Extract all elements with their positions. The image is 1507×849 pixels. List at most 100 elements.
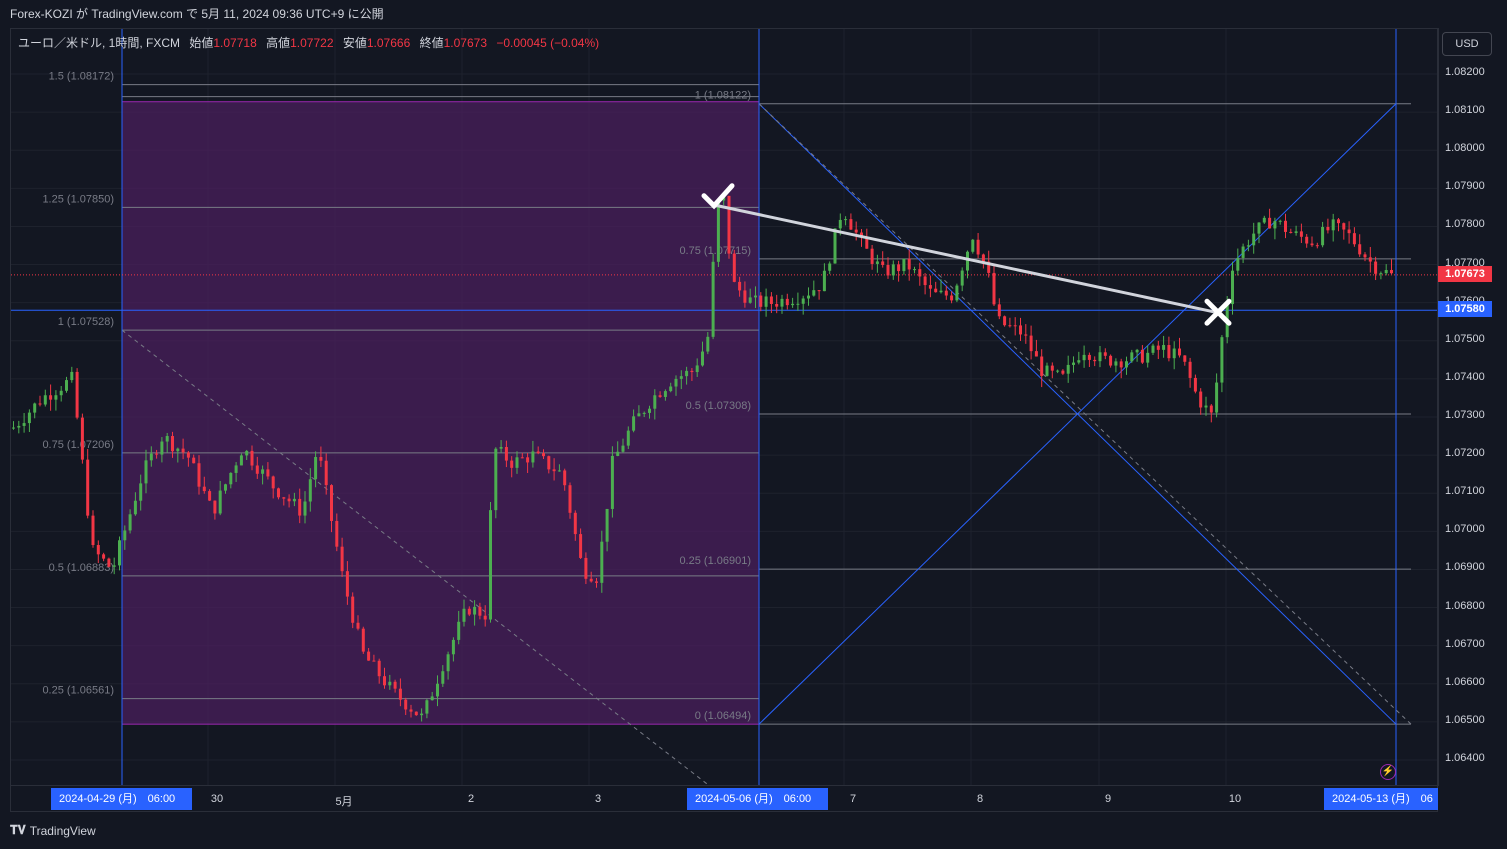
candle-body	[160, 441, 164, 455]
candle-body	[430, 696, 434, 701]
price-chart[interactable]: 1.5 (1.08172) 1.25 (1.07850) 1 (1.07528) 0.…	[11, 29, 1438, 786]
candle-body	[875, 261, 879, 264]
candle-body	[944, 290, 948, 296]
candle-body	[1384, 270, 1388, 274]
candle-body	[679, 376, 683, 379]
candle-body	[934, 288, 938, 293]
candle-body	[642, 412, 646, 414]
candle-body	[807, 295, 810, 299]
cross-icon	[1204, 298, 1232, 326]
candle-body	[1040, 356, 1044, 376]
candle-body	[287, 498, 291, 502]
candle-body	[425, 700, 429, 714]
fib-fan-line	[758, 103, 1397, 725]
candle-body	[1326, 226, 1330, 231]
price-tick: 1.06900	[1445, 561, 1485, 574]
candle-body	[1199, 391, 1203, 408]
price-tick: 1.07800	[1445, 218, 1485, 231]
candle-body	[266, 469, 270, 477]
candle-body	[854, 229, 858, 233]
candle-body	[118, 540, 121, 566]
candle-body	[489, 510, 492, 620]
fib-level-label: 0.5 (1.07308)	[686, 400, 751, 412]
close-value: 1.07673	[443, 36, 488, 50]
trend-arrow-line	[712, 203, 1217, 314]
candle-body	[902, 258, 906, 272]
candle-body	[298, 498, 302, 516]
candle-body	[351, 596, 355, 623]
candle-body	[133, 500, 137, 515]
candle-body	[483, 615, 487, 620]
candle-body	[1056, 370, 1060, 372]
candle-body	[229, 472, 233, 485]
candle-body	[785, 298, 789, 306]
candle-body	[1310, 243, 1314, 246]
crosshair-price-label: 1.07580	[1438, 301, 1492, 318]
candle-body	[844, 219, 848, 221]
fib-level-label: 1.5 (1.08172)	[49, 71, 114, 83]
candle-body	[367, 651, 371, 661]
candle-body	[881, 261, 885, 265]
chart-pane[interactable]: 1.5 (1.08172) 1.25 (1.07850) 1 (1.07528) 0.…	[10, 28, 1438, 786]
symbol-legend: ユーロ／米ドル, 1時間, FXCM 始値1.07718 高値1.07722 安…	[18, 34, 599, 51]
candle-body	[165, 436, 169, 442]
candle-body	[54, 395, 58, 400]
candle-body	[414, 711, 418, 716]
candle-body	[1119, 361, 1123, 368]
candle-body	[557, 470, 561, 472]
candle-body	[632, 416, 636, 431]
candle-body	[144, 460, 148, 484]
candle-body	[589, 578, 593, 582]
price-tick: 1.07300	[1445, 409, 1485, 421]
candle-body	[70, 371, 74, 381]
candle-body	[340, 546, 344, 572]
candle-body	[176, 448, 180, 452]
candle-body	[139, 483, 143, 501]
time-tick: 30	[210, 793, 224, 805]
candle-body	[886, 264, 890, 276]
candle-body	[234, 465, 238, 473]
candle-body	[1135, 349, 1139, 353]
candle-body	[711, 261, 715, 337]
candle-body	[324, 460, 328, 486]
price-tick: 1.07900	[1445, 180, 1485, 193]
candle-body	[1204, 405, 1208, 408]
candle-body	[833, 228, 837, 264]
price-axis[interactable]	[1438, 28, 1507, 786]
brand-name: TradingView	[29, 823, 96, 838]
fib-level-label: 0.25 (1.06561)	[42, 685, 114, 697]
candle-body	[923, 276, 927, 286]
candle-body	[828, 263, 832, 271]
candle-body	[1082, 354, 1086, 361]
candle-body	[1294, 231, 1298, 233]
fib-level-label: 0 (1.06494)	[695, 710, 751, 722]
lightning-icon[interactable]: ⚡	[1380, 764, 1396, 780]
candle-body	[685, 370, 689, 377]
candle-body	[748, 297, 752, 303]
candle-body	[27, 412, 31, 424]
fib-trend-line	[758, 103, 1412, 725]
candle-body	[1273, 221, 1277, 229]
price-tick: 1.07500	[1445, 332, 1485, 345]
candle-body	[239, 455, 243, 466]
candle-body	[1151, 345, 1155, 353]
candle-body	[573, 512, 577, 535]
candle-body	[96, 545, 100, 555]
candle-body	[526, 457, 530, 463]
candle-body	[261, 469, 265, 474]
open-label: 始値	[189, 36, 214, 50]
currency-button[interactable]: USD	[1442, 32, 1492, 56]
time-tick: 3	[594, 793, 602, 805]
candle-body	[897, 264, 901, 272]
candle-body	[80, 417, 84, 460]
candle-body	[197, 463, 201, 487]
candle-body	[1368, 257, 1372, 262]
candle-body	[112, 565, 116, 567]
candle-body	[186, 452, 190, 458]
tradingview-logo: 𝐓𝐕 TradingView	[10, 823, 96, 838]
candle-body	[648, 408, 651, 413]
candle-body	[393, 681, 397, 689]
fib-level-label: 0.75 (1.07715)	[679, 245, 751, 257]
candle-body	[420, 713, 424, 716]
price-tick: 1.07100	[1445, 485, 1485, 498]
